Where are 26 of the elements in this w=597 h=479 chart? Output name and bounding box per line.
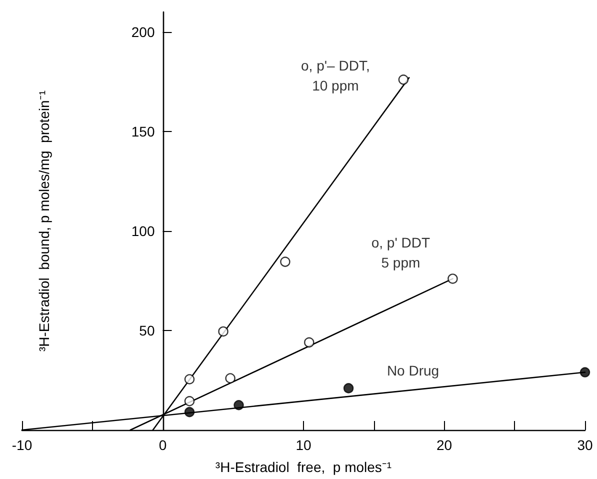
point: [218, 326, 228, 337]
x-tick-label: -10: [12, 437, 32, 453]
point: [225, 373, 236, 384]
point: [448, 274, 458, 284]
y-tick-label: 200: [131, 24, 155, 40]
y-tick-label: 100: [131, 222, 155, 239]
x-axis-title: ³H-Estradiol free, p moles⁻¹: [215, 459, 392, 475]
point: [343, 383, 354, 394]
x-tick-label: 0: [158, 437, 167, 453]
x-tick-label: 10: [296, 437, 312, 453]
y-tick-label: 50: [139, 322, 155, 338]
point: [234, 400, 244, 410]
point: [184, 374, 195, 384]
point: [280, 256, 290, 267]
x-tick-label: 20: [436, 437, 452, 453]
point: [304, 337, 314, 348]
point: [184, 406, 195, 418]
point: [580, 367, 590, 378]
y-tick-label: 150: [131, 123, 155, 140]
x-tick-label: 30: [577, 437, 593, 453]
text: o, p'– DDT, 10 ppm: [301, 58, 370, 94]
point: [184, 396, 195, 406]
text: No Drug: [386, 362, 440, 378]
series-label: o, p' DDT 5 ppm: [371, 234, 430, 271]
y-axis-title: ³H-Estradiol bound, p moles/mg protein⁻¹: [36, 90, 52, 352]
point: [398, 74, 409, 85]
